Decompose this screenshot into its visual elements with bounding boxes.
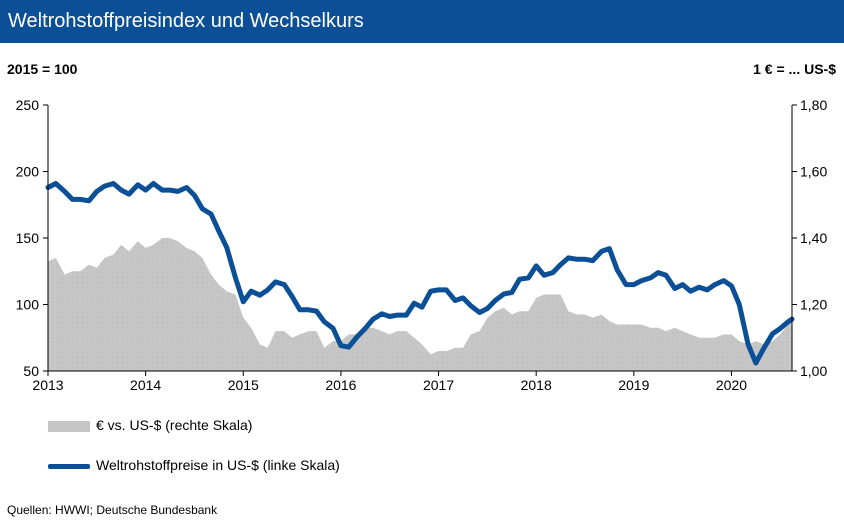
- left-axis-unit: 2015 = 100: [7, 61, 78, 77]
- chart: 50 100 150 200 250 1,00 1,20 1,40 1,60 1,80 2013 20…: [16, 97, 828, 393]
- x-tick-label: 2013: [32, 377, 63, 393]
- x-tick-label: 2014: [130, 377, 161, 393]
- x-tick-label: 2016: [325, 377, 356, 393]
- right-axis-unit: 1 € = ... US-$: [753, 61, 836, 77]
- legend-swatch-line: [48, 464, 90, 469]
- source-note: Quellen: HWWI; Deutsche Bundesbank: [7, 503, 218, 517]
- right-tick-label: 1,80: [800, 97, 827, 113]
- legend-label-commodity-prices: Weltrohstoffpreise in US-$ (linke Skala): [96, 457, 340, 473]
- axes: [43, 104, 797, 376]
- left-tick-label: 50: [23, 363, 39, 379]
- area-series: [48, 238, 792, 371]
- right-tick-label: 1,20: [800, 297, 827, 313]
- right-tick-label: 1,60: [800, 164, 827, 180]
- legend-label-exchange-rate: € vs. US-$ (rechte Skala): [96, 417, 253, 433]
- right-tick-label: 1,40: [800, 230, 827, 246]
- exchange-rate-area: [48, 238, 792, 371]
- left-tick-label: 200: [16, 164, 40, 180]
- left-tick-label: 250: [16, 97, 40, 113]
- chart-title: Weltrohstoffpreisindex und Wechselkurs: [8, 10, 364, 32]
- x-tick-label: 2019: [618, 377, 649, 393]
- x-tick-label: 2018: [521, 377, 552, 393]
- x-tick-label: 2017: [423, 377, 454, 393]
- right-tick-label: 1,00: [800, 363, 827, 379]
- tick-labels: 50 100 150 200 250 1,00 1,20 1,40 1,60 1,80 2013 20…: [16, 97, 828, 393]
- left-tick-label: 100: [16, 297, 40, 313]
- legend-swatch-area: [48, 421, 90, 432]
- left-tick-label: 150: [16, 230, 40, 246]
- x-tick-label: 2020: [716, 377, 747, 393]
- x-tick-label: 2015: [228, 377, 259, 393]
- line-series: [45, 181, 795, 366]
- commodity-price-line: [45, 181, 795, 366]
- title-bar: Weltrohstoffpreisindex und Wechselkurs: [0, 0, 844, 43]
